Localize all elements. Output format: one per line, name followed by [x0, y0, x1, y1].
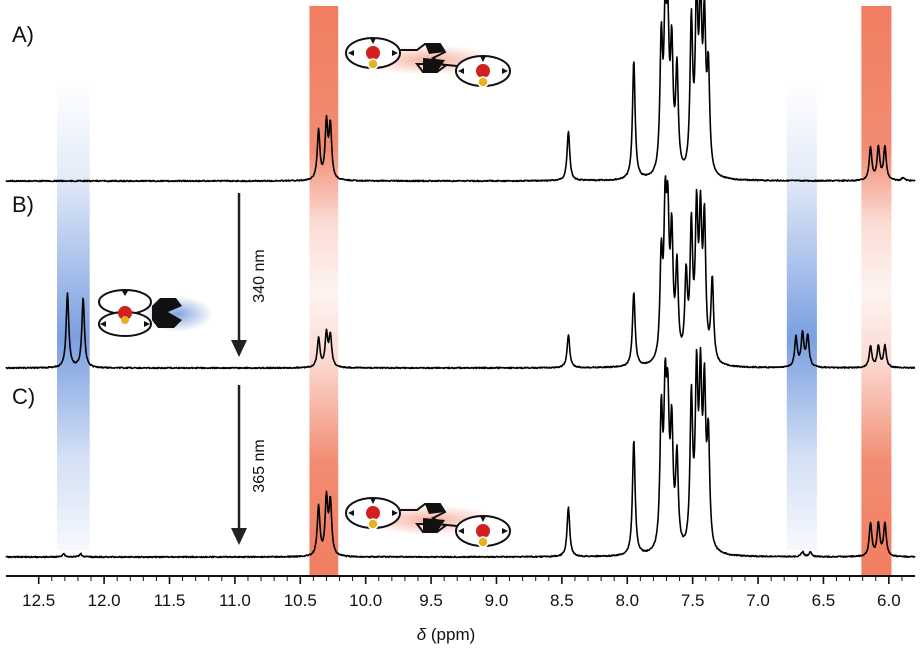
irradiation-arrow-365: 365 nm [231, 385, 268, 545]
x-tick-label: 11.5 [154, 591, 186, 610]
spectrum-trace-b [5, 175, 916, 370]
panel-label-a: A) [12, 22, 34, 47]
x-axis-ticks: 12.5 12.0 11.5 11.0 10.5 10.0 9.5 9.0 8.5 8.0 7.5 7… [22, 576, 903, 610]
x-tick-label: 10.0 [349, 591, 382, 610]
arrow-label-365: 365 nm [251, 439, 268, 492]
x-axis-title: δ (ppm) [417, 625, 476, 644]
x-tick-label: 12.0 [88, 591, 121, 610]
closed-switch-icon [98, 289, 213, 337]
panel-label-c: C) [12, 384, 35, 409]
x-tick-label: 9.0 [485, 591, 509, 610]
panel-label-b: B) [12, 192, 34, 217]
x-tick-label: 6.0 [877, 591, 901, 610]
x-axis-unit: (ppm) [426, 625, 475, 644]
x-tick-label: 12.5 [22, 591, 55, 610]
x-tick-label: 7.5 [681, 591, 705, 610]
highlight-band-1 [861, 6, 892, 576]
x-axis-symbol: δ [417, 625, 427, 644]
highlight-bands [57, 6, 892, 576]
open-switch-icon [345, 497, 511, 548]
x-tick-label: 9.5 [419, 591, 443, 610]
x-tick-label: 7.0 [746, 591, 770, 610]
spectra-traces [5, 0, 916, 559]
arrow-label-340: 340 nm [251, 249, 268, 302]
x-tick-label: 8.0 [615, 591, 639, 610]
highlight-band-0 [309, 6, 339, 576]
x-tick-label: 8.5 [550, 591, 574, 610]
spectrum-trace-c [5, 346, 916, 559]
open-switch-icon [345, 37, 511, 88]
highlight-band-3 [786, 80, 817, 550]
x-tick-label: 6.5 [812, 591, 836, 610]
x-tick-label: 11.0 [219, 591, 251, 610]
x-tick-label: 10.5 [284, 591, 317, 610]
irradiation-arrow-340: 340 nm [231, 193, 268, 357]
spectrum-trace-a [5, 0, 916, 183]
